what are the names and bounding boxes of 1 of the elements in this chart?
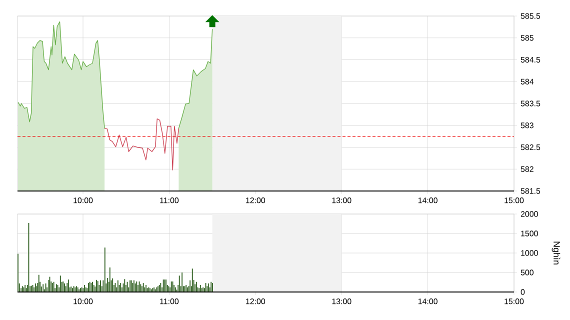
y-axis-title: Nghìn bbox=[552, 242, 560, 264]
